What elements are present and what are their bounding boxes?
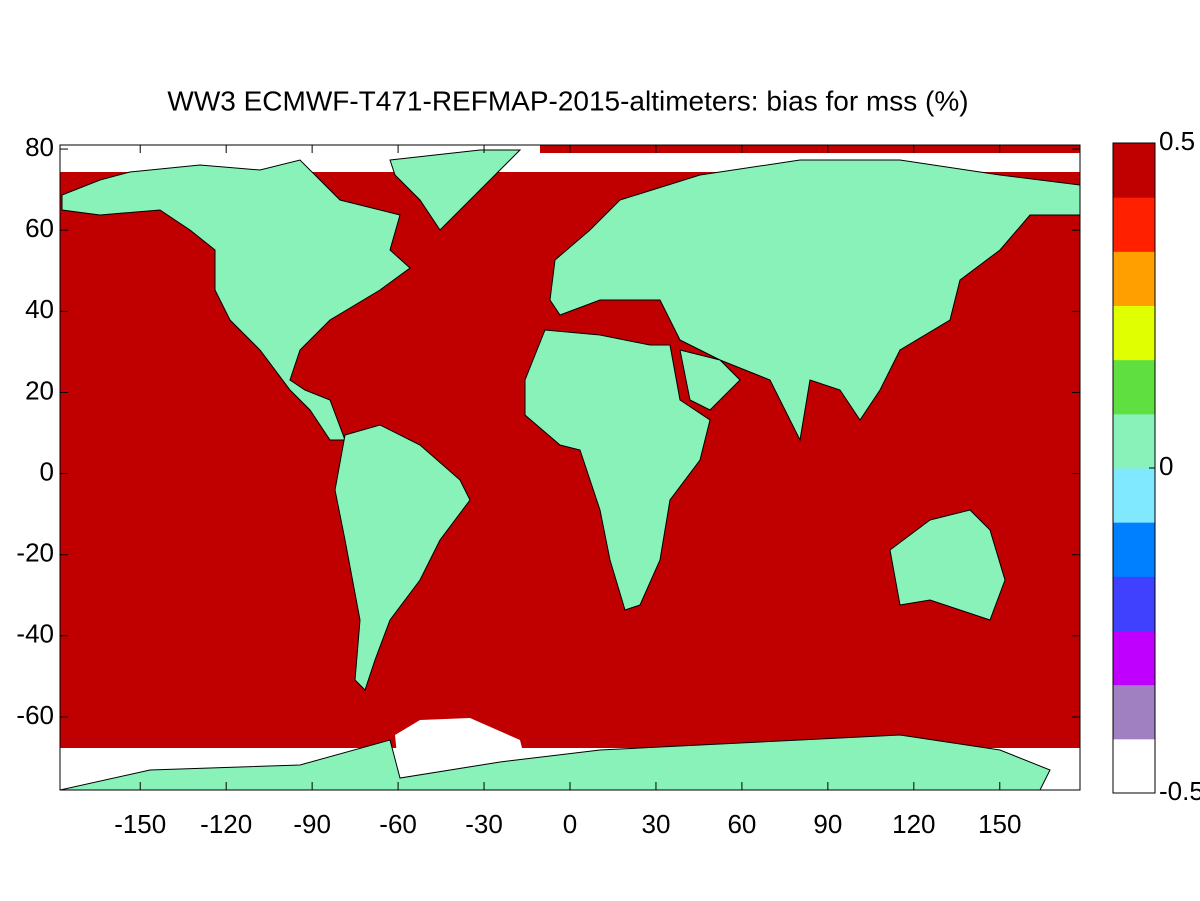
x-tick-label: -60: [379, 809, 417, 839]
antarctica: [60, 734, 1051, 790]
y-tick-label: 80: [25, 132, 54, 162]
colorbar-band: [1113, 359, 1155, 415]
y-tick-label: 20: [25, 375, 54, 405]
ocean-field: [540, 145, 1080, 153]
colorbar-tick-label: -0.5: [1159, 776, 1200, 806]
colorbar-band: [1113, 630, 1155, 686]
x-tick-label: 30: [641, 809, 670, 839]
colorbar-band: [1113, 143, 1155, 198]
greenland: [389, 149, 522, 231]
y-tick-label: 40: [25, 294, 54, 324]
arabia: [679, 349, 741, 411]
x-tick-label: -90: [293, 809, 331, 839]
colorbar-band: [1113, 468, 1155, 523]
south-america: [334, 424, 471, 691]
colorbar-band: [1113, 413, 1155, 469]
colorbar-tick-label: 0.5: [1159, 126, 1195, 156]
x-tick-label: -150: [114, 809, 166, 839]
colorbar-band: [1113, 305, 1155, 361]
x-tick-label: 120: [892, 809, 935, 839]
y-tick-label: -40: [16, 619, 54, 649]
colorbar-band: [1113, 197, 1155, 252]
y-tick-label: 60: [25, 213, 54, 243]
y-tick-label: 0: [40, 456, 54, 486]
y-tick-label: -20: [16, 538, 54, 568]
x-tick-label: 60: [727, 809, 756, 839]
x-tick-label: 150: [978, 809, 1021, 839]
colorbar-band: [1113, 576, 1155, 631]
colorbar-band: [1113, 251, 1155, 306]
x-tick-label: 90: [813, 809, 842, 839]
x-tick-label: 0: [563, 809, 577, 839]
x-tick-label: -30: [465, 809, 503, 839]
australia: [889, 509, 1006, 621]
y-tick-label: -60: [16, 700, 54, 730]
map: [60, 145, 1080, 790]
colorbar-tick-label: 0: [1159, 451, 1173, 481]
africa: [524, 329, 711, 611]
eurasia: [549, 159, 1080, 442]
colorbar-band: [1113, 684, 1155, 740]
colorbar-frame: [1112, 142, 1156, 794]
colorbar-band: [1113, 738, 1155, 794]
chart-title: WW3 ECMWF-T471-REFMAP-2015-altimeters: b…: [167, 85, 968, 116]
colorbar-band: [1113, 522, 1155, 577]
north-america: [61, 159, 411, 441]
x-tick-label: -120: [200, 809, 252, 839]
